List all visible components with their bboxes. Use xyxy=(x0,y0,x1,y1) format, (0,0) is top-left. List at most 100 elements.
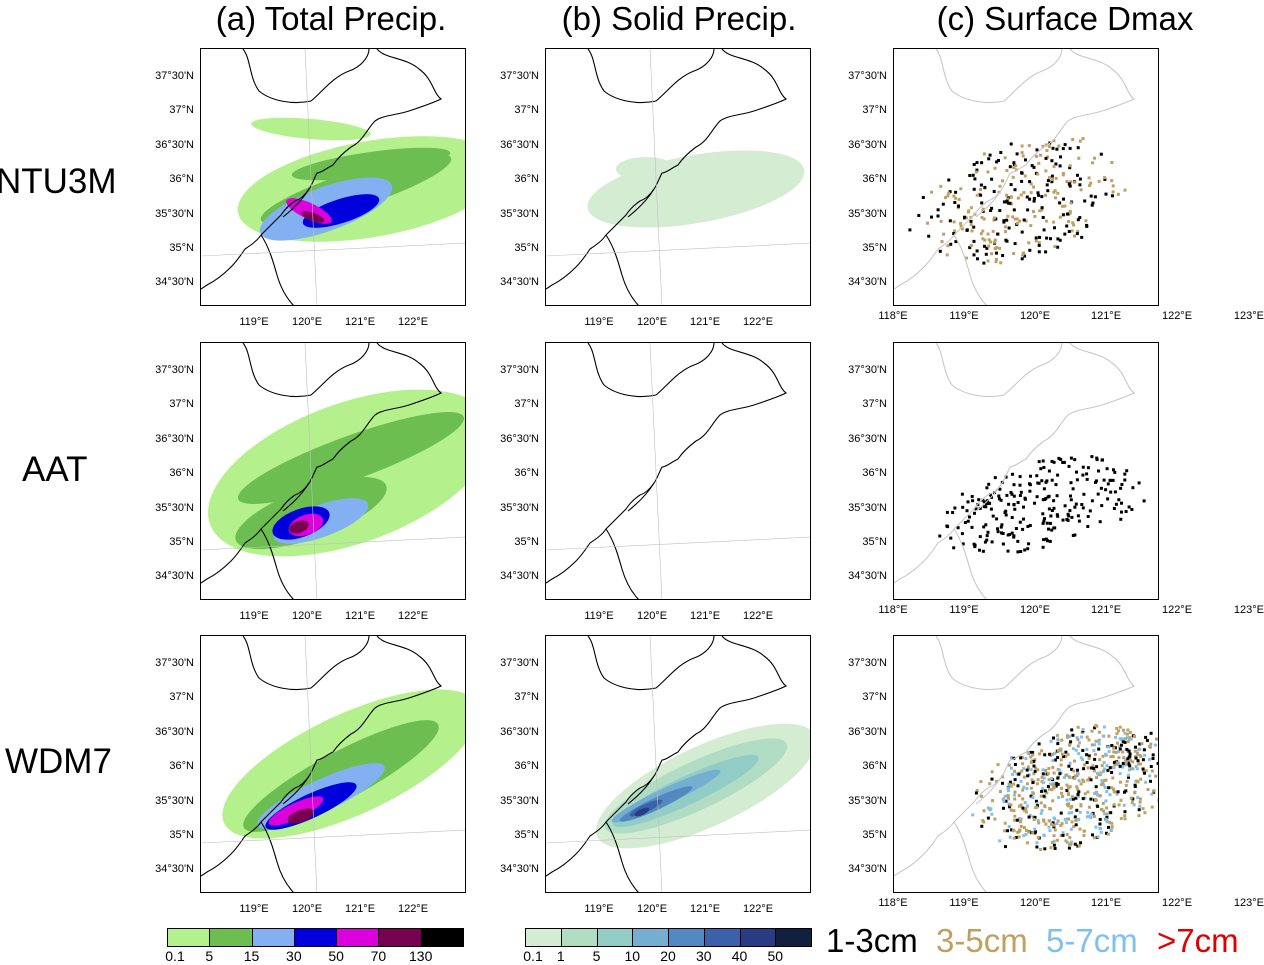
title-total-precip: (a) Total Precip. xyxy=(215,0,447,37)
dmax-gridpoint xyxy=(1055,733,1059,737)
dmax-gridpoint xyxy=(979,193,983,197)
dmax-gridpoint xyxy=(1138,797,1142,801)
dmax-gridpoint xyxy=(1052,506,1056,510)
dmax-gridpoint xyxy=(1063,204,1067,208)
dmax-gridpoint xyxy=(1066,804,1070,808)
dmax-gridpoint xyxy=(1126,757,1130,761)
lon-tick-label: 118°E xyxy=(878,604,908,616)
dmax-gridpoint xyxy=(1028,524,1032,527)
dmax-gridpoint xyxy=(1105,764,1109,768)
dmax-gridpoint xyxy=(965,228,969,232)
dmax-gridpoint xyxy=(998,487,1002,491)
title-solid-precip: (b) Solid Precip. xyxy=(561,0,797,37)
dmax-gridpoint xyxy=(1016,550,1020,554)
dmax-gridpoint xyxy=(1029,182,1033,186)
lat-tick-label: 35°N xyxy=(862,829,887,841)
dmax-gridpoint xyxy=(1052,839,1056,843)
dmax-gridpoint xyxy=(1041,768,1045,772)
dmax-gridpoint xyxy=(1013,818,1017,822)
dmax-gridpoint xyxy=(1095,793,1099,797)
dmax-gridpoint xyxy=(1069,840,1073,844)
dmax-gridpoint xyxy=(1085,761,1089,764)
dmax-gridpoint xyxy=(1122,737,1126,741)
dmax-gridpoint xyxy=(1105,812,1109,816)
dmax-gridpoint xyxy=(1024,219,1028,223)
dmax-gridpoint xyxy=(1081,728,1085,732)
dmax-gridpoint xyxy=(1002,200,1006,204)
precip-contour xyxy=(268,796,324,826)
dmax-gridpoint xyxy=(1067,764,1071,768)
dmax-gridpoint xyxy=(1065,224,1069,228)
dmax-gridpoint xyxy=(1123,731,1127,735)
lat-tick-label: 37°30'N xyxy=(155,657,194,669)
dmax-gridpoint xyxy=(1068,184,1072,188)
dmax-gridpoint xyxy=(979,780,983,784)
dmax-gridpoint xyxy=(945,253,949,257)
row-label-aat: AAT xyxy=(22,450,88,489)
dmax-gridpoint xyxy=(1149,742,1153,746)
dmax-gridpoint xyxy=(969,219,973,223)
dmax-gridpoint xyxy=(1006,789,1010,793)
dmax-gridpoint xyxy=(1036,818,1040,822)
dmax-gridpoint xyxy=(1052,825,1056,829)
dmax-gridpoint xyxy=(1037,821,1041,825)
dmax-gridpoint xyxy=(993,238,997,242)
dmax-gridpoint xyxy=(973,511,976,515)
dmax-gridpoint xyxy=(1101,754,1105,758)
dmax-gridpoint xyxy=(1083,792,1087,796)
dmax-gridpoint xyxy=(1047,145,1051,149)
dmax-gridpoint xyxy=(1015,772,1019,776)
precip-contour xyxy=(287,808,315,824)
dmax-gridpoint xyxy=(1047,778,1051,782)
dmax-gridpoint xyxy=(1093,757,1097,761)
dmax-gridpoint xyxy=(985,534,989,538)
dmax-gridpoint xyxy=(1091,833,1094,837)
dmax-gridpoint xyxy=(1037,742,1041,746)
dmax-gridpoint xyxy=(1052,736,1055,740)
lat-tick-label: 37°30'N xyxy=(500,70,539,82)
dmax-gridpoint xyxy=(1001,532,1005,535)
dmax-gridpoint xyxy=(954,190,958,194)
dmax-gridpoint xyxy=(1085,224,1089,228)
dmax-gridpoint xyxy=(1040,479,1044,483)
dmax-gridpoint xyxy=(981,229,985,233)
dmax-gridpoint xyxy=(1085,735,1089,739)
dmax-gridpoint xyxy=(1024,158,1027,162)
lat-tick-label: 36°30'N xyxy=(155,725,194,738)
dmax-gridpoint xyxy=(1075,470,1078,474)
dmax-gridpoint xyxy=(1016,501,1020,504)
dmax-gridpoint xyxy=(1014,168,1018,172)
dmax-gridpoint xyxy=(1105,820,1109,824)
dmax-gridpoint xyxy=(1082,834,1086,837)
dmax-gridpoint xyxy=(1005,493,1009,497)
border-line xyxy=(953,188,1003,305)
dmax-gridpoint xyxy=(1075,478,1079,482)
dmax-gridpoint xyxy=(980,216,984,220)
dmax-gridpoint xyxy=(1060,786,1064,790)
dmax-gridpoint xyxy=(1006,794,1010,798)
dmax-gridpoint xyxy=(1061,147,1065,151)
dmax-gridpoint xyxy=(979,183,983,187)
dmax-gridpoint xyxy=(1032,759,1036,763)
dmax-gridpoint xyxy=(1050,159,1054,163)
dmax-gridpoint xyxy=(1144,769,1148,773)
dmax-gridpoint xyxy=(1047,176,1051,180)
coastline xyxy=(894,49,1136,290)
dmax-gridpoint xyxy=(1077,519,1081,523)
dmax-gridpoint xyxy=(1078,810,1082,814)
dmax-gridpoint xyxy=(971,499,975,503)
dmax-gridpoint xyxy=(970,229,974,233)
dmax-gridpoint xyxy=(1003,225,1007,229)
dmax-gridpoint xyxy=(969,223,973,227)
lat-tick-label: 35°30'N xyxy=(848,794,887,807)
dmax-gridpoint xyxy=(1038,235,1041,239)
dmax-gridpoint xyxy=(1034,239,1038,243)
dmax-gridpoint xyxy=(989,209,993,212)
dmax-gridpoint xyxy=(1123,188,1127,192)
lat-tick-label: 36°N xyxy=(514,173,539,186)
dmax-gridpoint xyxy=(1008,533,1012,536)
dmax-gridpoint xyxy=(1105,790,1109,793)
dmax-gridpoint xyxy=(1009,756,1013,760)
dmax-gridpoint xyxy=(1106,745,1110,749)
dmax-gridpoint xyxy=(1090,729,1094,733)
